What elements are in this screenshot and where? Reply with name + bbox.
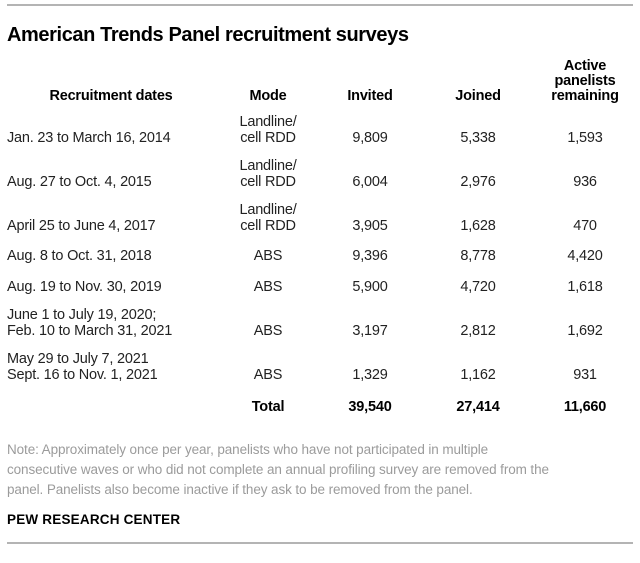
cell-invited: 5,900 (352, 278, 388, 295)
cell-dates: Aug. 19 to Nov. 30, 2019 (7, 278, 162, 295)
col-header-active-panelists: Active panelists remaining (551, 58, 619, 104)
table-row: Aug. 27 to Oct. 4, 2015 Landline/ cell R… (7, 153, 633, 197)
cell-active: 931 (573, 366, 597, 383)
cell-dates: Aug. 8 to Oct. 31, 2018 (7, 248, 152, 264)
recruitment-table: Recruitment dates Mode Invited Joined Ac… (7, 53, 633, 423)
source-label: PEW RESEARCH CENTER (7, 511, 181, 527)
cell-active: 470 (573, 217, 597, 234)
col-header-mode: Mode (249, 88, 287, 104)
cell-joined: 5,338 (460, 129, 496, 146)
figure-note: Note: Approximately once per year, panel… (7, 441, 549, 497)
col-header-invited: Invited (347, 88, 393, 104)
cell-invited: 9,396 (352, 248, 388, 264)
cell-mode: ABS (253, 278, 283, 295)
cell-invited: 6,004 (352, 173, 388, 190)
cell-dates: May 29 to July 7, 2021 Sept. 16 to Nov. … (7, 351, 158, 383)
cell-mode: ABS (253, 322, 283, 339)
cell-joined: 2,976 (460, 173, 496, 190)
table-row: April 25 to June 4, 2017 Landline/ cell … (7, 197, 633, 241)
cell-joined: 1,628 (460, 217, 496, 234)
cell-active: 1,618 (567, 278, 603, 295)
col-header-recruitment-dates: Recruitment dates (49, 88, 173, 104)
cell-active: 4,420 (567, 248, 603, 264)
table-row: Aug. 8 to Oct. 31, 2018 ABS 9,396 8,778 … (7, 241, 633, 272)
cell-empty (7, 390, 215, 423)
cell-dates: Jan. 23 to March 16, 2014 (7, 129, 171, 146)
table-row: June 1 to July 19, 2020; Feb. 10 to Marc… (7, 302, 633, 346)
cell-joined: 1,162 (460, 366, 496, 383)
col-header-joined: Joined (455, 88, 501, 104)
table-row: May 29 to July 7, 2021 Sept. 16 to Nov. … (7, 346, 633, 390)
cell-active: 1,692 (567, 322, 603, 339)
cell-invited: 9,809 (352, 129, 388, 146)
cell-joined: 8,778 (460, 248, 496, 264)
cell-mode: Landline/ cell RDD (239, 114, 297, 146)
report-figure: American Trends Panel recruitment survey… (0, 4, 640, 544)
total-active: 11,660 (563, 399, 607, 415)
cell-mode: ABS (253, 366, 283, 383)
table-total-row: Total 39,540 27,414 11,660 (7, 390, 633, 423)
table-row: Jan. 23 to March 16, 2014 Landline/ cell… (7, 109, 633, 153)
cell-dates: April 25 to June 4, 2017 (7, 217, 156, 234)
top-rule (7, 4, 633, 6)
cell-invited: 1,329 (352, 366, 388, 383)
cell-invited: 3,905 (352, 217, 388, 234)
cell-active: 1,593 (567, 129, 603, 146)
cell-active: 936 (573, 173, 597, 190)
cell-joined: 4,720 (460, 278, 496, 295)
total-invited: 39,540 (348, 399, 392, 415)
total-joined: 27,414 (456, 399, 500, 415)
cell-invited: 3,197 (352, 322, 388, 339)
cell-dates: June 1 to July 19, 2020; Feb. 10 to Marc… (7, 307, 173, 339)
bottom-rule (7, 541, 633, 544)
figure-title: American Trends Panel recruitment survey… (7, 24, 409, 46)
table-row: Aug. 19 to Nov. 30, 2019 ABS 5,900 4,720… (7, 272, 633, 303)
cell-mode: Landline/ cell RDD (239, 202, 297, 234)
cell-dates: Aug. 27 to Oct. 4, 2015 (7, 173, 152, 190)
total-label: Total (251, 399, 285, 415)
table-header-row: Recruitment dates Mode Invited Joined Ac… (7, 53, 633, 109)
cell-mode: Landline/ cell RDD (239, 158, 297, 190)
cell-joined: 2,812 (460, 322, 496, 339)
cell-mode: ABS (253, 248, 283, 264)
